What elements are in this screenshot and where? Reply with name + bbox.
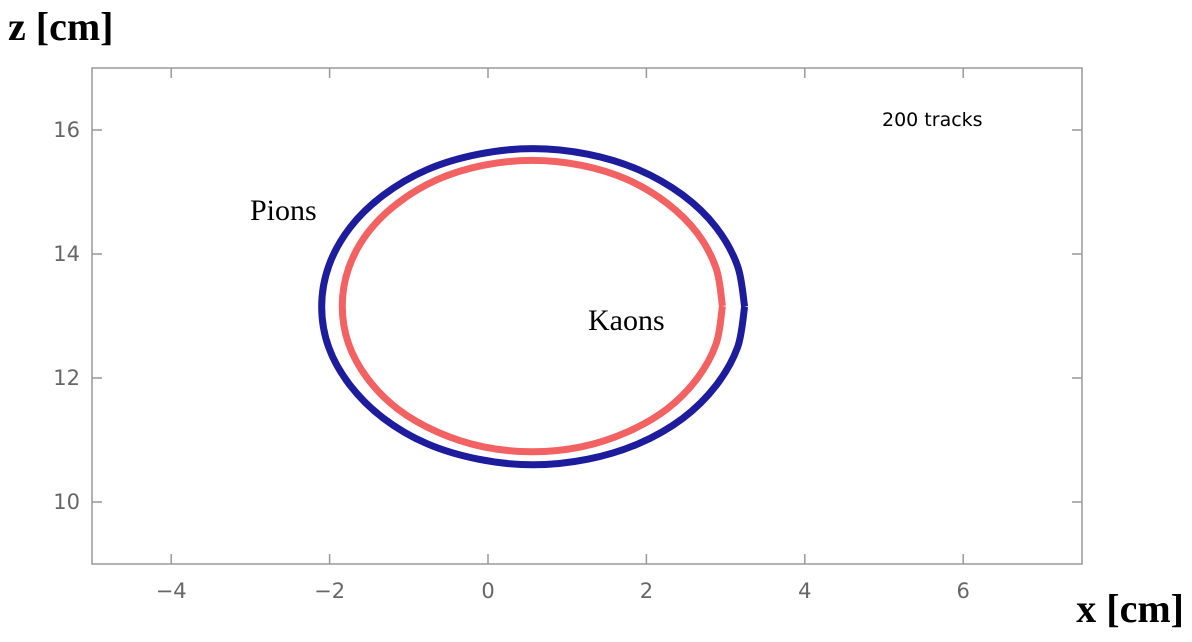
- plot-frame: [91, 67, 1083, 565]
- y-tick-label: 16: [53, 118, 80, 142]
- x-tick-label: 4: [798, 579, 811, 603]
- annotation: Kaons: [588, 304, 665, 337]
- x-tick-label: 2: [640, 579, 653, 603]
- x-tick-label: 0: [481, 579, 494, 603]
- annotation: Pions: [250, 194, 317, 227]
- x-tick-label: −4: [156, 579, 187, 603]
- annotation: 200 tracks: [882, 109, 983, 131]
- ring: [338, 156, 726, 456]
- y-tick-label: 14: [53, 242, 80, 266]
- ring: [318, 145, 749, 469]
- x-tick-label: 6: [957, 579, 970, 603]
- x-axis-title: x [cm]: [1076, 586, 1184, 631]
- y-axis-title: z [cm]: [8, 4, 113, 49]
- y-tick-label: 12: [53, 366, 80, 390]
- x-tick-label: −2: [314, 579, 345, 603]
- y-tick-label: 10: [53, 490, 80, 514]
